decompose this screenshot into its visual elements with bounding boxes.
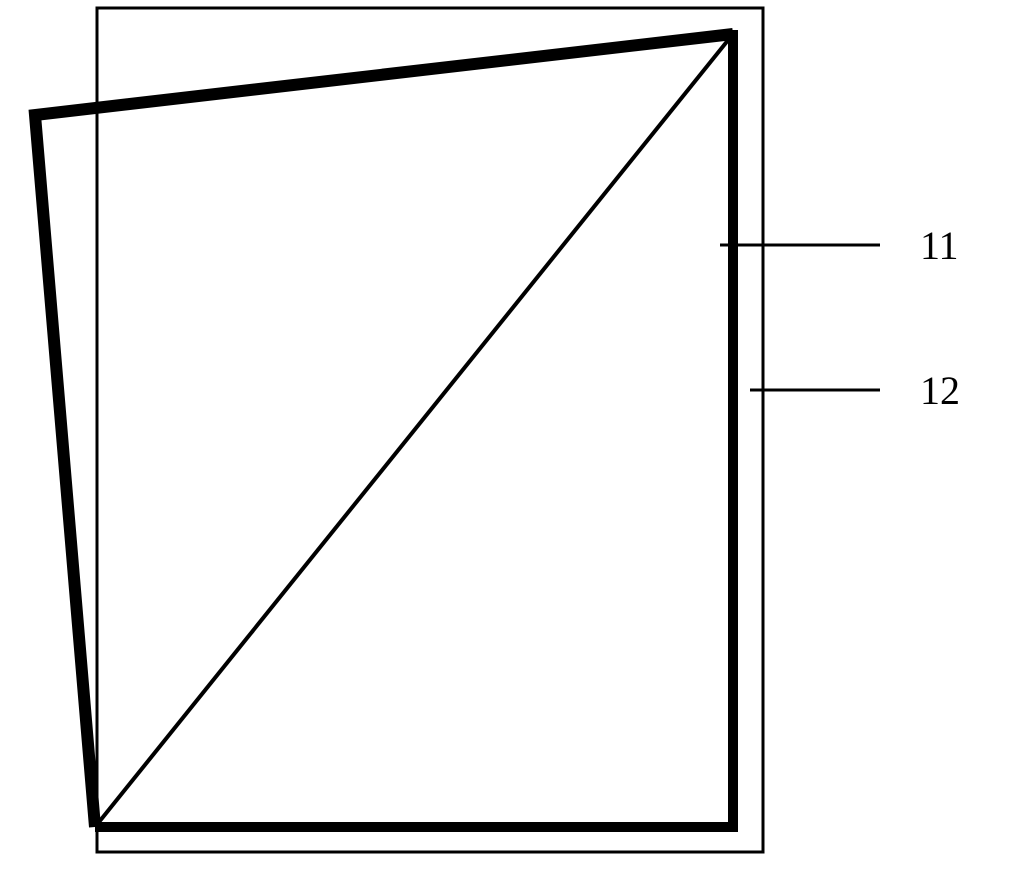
skewed-rect-tl	[35, 34, 733, 827]
diagonal-line	[95, 34, 733, 827]
label-11: 11	[920, 222, 959, 269]
diagram-container: 11 12	[0, 0, 1029, 869]
outer-rect	[97, 8, 763, 852]
diagram-svg	[0, 0, 1029, 869]
label-12: 12	[920, 367, 960, 414]
